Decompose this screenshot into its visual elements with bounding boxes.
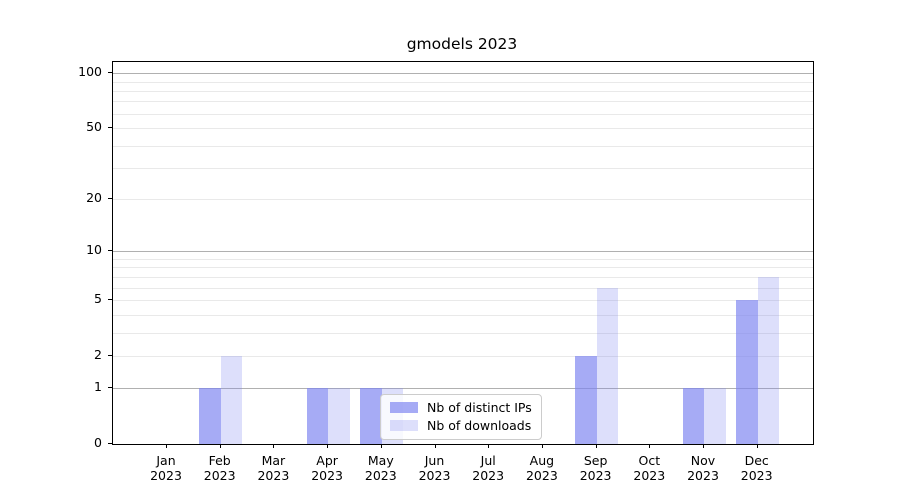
minor-gridline-60 (113, 113, 813, 115)
x-tick-jul (488, 444, 490, 448)
plot-area: Nb of distinct IPs Nb of downloads (112, 61, 814, 445)
bar-distinct-ips-nov (682, 388, 704, 444)
x-tick-may (380, 444, 382, 448)
x-tick-sep (595, 444, 597, 448)
x-tick-label-nov: Nov 2023 (687, 453, 719, 483)
x-tick-label-mar: Mar 2023 (257, 453, 290, 483)
legend-label-downloads: Nb of downloads (427, 418, 532, 433)
minor-gridline-9 (113, 258, 813, 260)
x-tick-feb (219, 444, 221, 448)
x-tick-oct (649, 444, 651, 448)
minor-gridline-2 (113, 355, 813, 357)
chart-title: gmodels 2023 (406, 35, 518, 53)
x-tick-jan (166, 444, 167, 448)
bar-distinct-ips-feb (199, 388, 221, 444)
bar-distinct-ips-may (360, 388, 382, 444)
legend-item-downloads: Nb of downloads (390, 418, 532, 433)
legend-item-distinct-ips: Nb of distinct IPs (390, 400, 532, 415)
bar-distinct-ips-apr (306, 388, 329, 444)
minor-gridline-50 (113, 128, 813, 130)
bar-downloads-sep (596, 287, 619, 444)
y-tick-100 (108, 72, 112, 74)
y-tick-label-20: 20 (86, 190, 102, 206)
legend-label-distinct-ips: Nb of distinct IPs (427, 400, 532, 415)
legend-swatch-distinct-ips (390, 402, 418, 413)
x-tick-label-feb: Feb 2023 (203, 453, 236, 483)
bar-downloads-nov (704, 388, 726, 444)
y-tick-label-50: 50 (86, 119, 102, 135)
x-tick-label-oct: Oct 2023 (633, 453, 666, 483)
y-tick-10 (108, 250, 112, 252)
x-tick-label-apr: Apr 2023 (311, 453, 343, 483)
x-tick-mar (273, 444, 275, 448)
minor-gridline-8 (113, 267, 813, 269)
legend-swatch-downloads (390, 420, 418, 431)
y-tick-20 (108, 198, 112, 200)
x-tick-label-aug: Aug 2023 (525, 453, 558, 483)
bar-distinct-ips-sep (575, 355, 597, 444)
x-tick-jun (434, 444, 436, 448)
x-tick-label-jan: Jan 2023 (150, 453, 182, 483)
legend: Nb of distinct IPs Nb of downloads (380, 394, 542, 440)
bar-downloads-feb (220, 355, 243, 444)
major-gridline-100 (113, 73, 813, 75)
bar-downloads-apr (328, 388, 350, 444)
bar-downloads-dec (757, 276, 780, 444)
x-tick-apr (327, 444, 329, 448)
major-gridline-10 (113, 251, 813, 253)
x-tick-label-may: May 2023 (364, 453, 397, 483)
minor-gridline-90 (113, 81, 813, 83)
x-tick-label-dec: Dec 2023 (740, 453, 773, 483)
bar-distinct-ips-dec (736, 300, 758, 444)
y-tick-label-10: 10 (86, 242, 102, 258)
minor-gridline-3 (113, 332, 813, 334)
minor-gridline-5 (113, 300, 813, 301)
y-tick-label-5: 5 (94, 291, 102, 306)
minor-gridline-40 (113, 145, 813, 147)
x-tick-dec (756, 444, 758, 448)
x-tick-aug (541, 444, 543, 448)
x-tick-label-jun: Jun 2023 (418, 453, 451, 483)
y-tick-0 (108, 443, 112, 444)
minor-gridline-6 (113, 287, 813, 289)
y-tick-label-1: 1 (94, 379, 102, 395)
y-tick-50 (108, 127, 112, 129)
x-tick-label-sep: Sep 2023 (579, 453, 612, 483)
y-tick-5 (108, 299, 112, 300)
minor-gridline-80 (113, 90, 813, 92)
y-tick-label-2: 2 (94, 346, 102, 362)
minor-gridline-20 (113, 199, 813, 201)
minor-gridline-4 (113, 314, 813, 316)
minor-gridline-7 (113, 276, 813, 278)
y-tick-label-0: 0 (94, 435, 102, 450)
y-tick-label-100: 100 (78, 64, 102, 80)
minor-gridline-30 (113, 168, 813, 170)
y-tick-2 (108, 354, 112, 356)
x-tick-label-jul: Jul 2023 (472, 453, 505, 483)
major-gridline-1 (113, 388, 813, 390)
minor-gridline-70 (113, 101, 813, 103)
x-tick-nov (703, 444, 704, 448)
y-tick-1 (108, 387, 112, 389)
